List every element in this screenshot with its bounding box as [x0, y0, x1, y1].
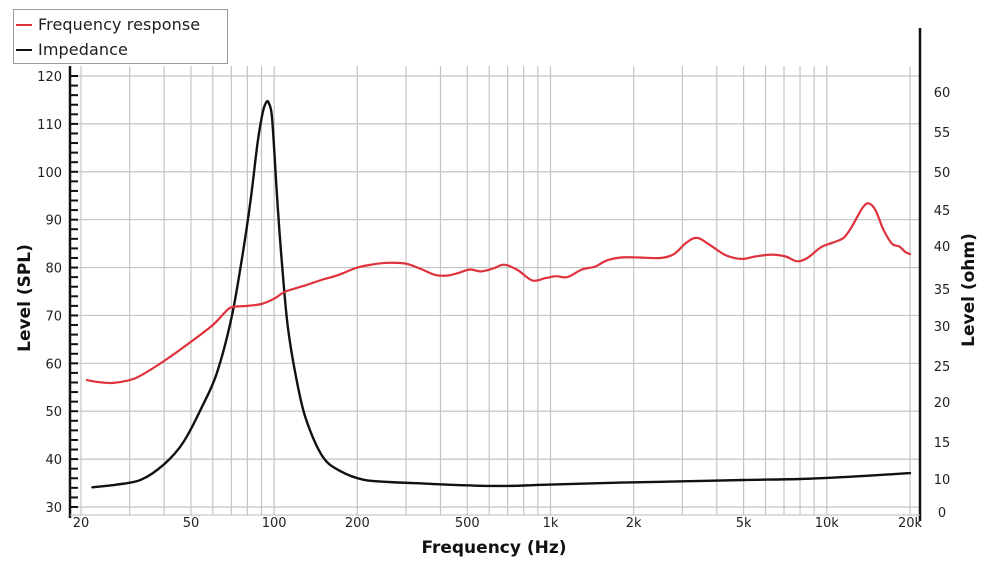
- legend-item-frequency-response[interactable]: Frequency response: [14, 13, 227, 36]
- y2-tick-label: 45: [934, 204, 951, 219]
- x-tick-label: 20k: [898, 516, 923, 531]
- x-axis-title: Frequency (Hz): [421, 538, 566, 558]
- y2-tick-label: 55: [934, 126, 951, 141]
- legend-label: Frequency response: [38, 15, 201, 34]
- right-y-axis-title: Level (ohm): [959, 233, 979, 347]
- impedance-curve: [91, 99, 912, 489]
- y2-tick-label: 40: [934, 240, 951, 255]
- y-tick-label: 80: [45, 262, 62, 277]
- y2-tick-label: 10: [934, 473, 951, 488]
- left-y-axis-title: Level (SPL): [15, 244, 35, 352]
- y2-tick-label: 0: [938, 506, 946, 521]
- x-axis: 20 50 100 200 500 1k 2k 5k 10k 20k: [70, 514, 923, 531]
- left-y-axis: 120 110 100 90 80 70 60 50 40 30: [37, 66, 78, 518]
- frequency-response-curve: [85, 202, 912, 385]
- grid-lines: [70, 66, 920, 515]
- red-line-swatch-icon: [16, 23, 32, 26]
- x-tick-label: 2k: [626, 516, 642, 531]
- legend-item-impedance[interactable]: Impedance: [14, 38, 227, 61]
- x-tick-label: 20: [73, 516, 90, 531]
- x-tick-label: 5k: [736, 516, 752, 531]
- x-tick-label: 100: [262, 516, 287, 531]
- black-line-swatch-icon: [16, 48, 32, 51]
- y2-tick-label: 60: [934, 86, 951, 101]
- x-tick-label: 10k: [815, 516, 840, 531]
- y-tick-label: 120: [37, 70, 62, 85]
- y-tick-label: 50: [45, 405, 62, 420]
- y-tick-label: 100: [37, 166, 62, 181]
- y2-tick-label: 15: [934, 436, 951, 451]
- y2-tick-label: 25: [934, 360, 951, 375]
- y2-tick-label: 50: [934, 166, 951, 181]
- x-tick-label: 1k: [543, 516, 559, 531]
- y2-tick-label: 20: [934, 396, 951, 411]
- legend-label: Impedance: [38, 40, 128, 59]
- right-y-axis: 60 55 50 45 40 35 30 25 20 15 10 0: [918, 28, 951, 521]
- y-tick-label: 70: [45, 309, 62, 324]
- x-tick-label: 200: [345, 516, 370, 531]
- x-tick-label: 50: [183, 516, 200, 531]
- y-tick-label: 60: [45, 357, 62, 372]
- x-tick-label: 500: [455, 516, 480, 531]
- y-tick-label: 110: [37, 118, 62, 133]
- y-tick-label: 40: [45, 453, 62, 468]
- y2-tick-label: 35: [934, 283, 951, 298]
- y2-tick-label: 30: [934, 320, 951, 335]
- y-tick-label: 90: [45, 214, 62, 229]
- y-tick-label: 30: [45, 501, 62, 516]
- chart-legend: Frequency response Impedance: [13, 9, 228, 64]
